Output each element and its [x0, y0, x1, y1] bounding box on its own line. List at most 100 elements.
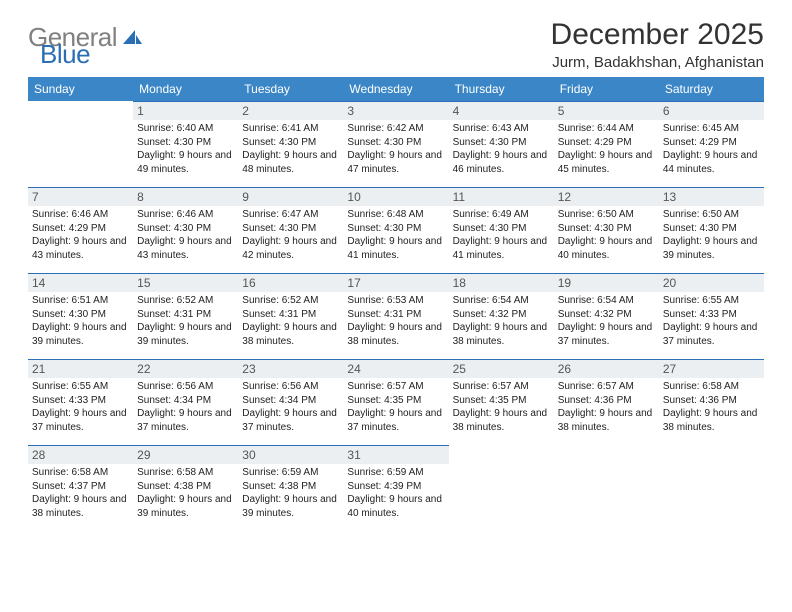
- calendar-cell: 23Sunrise: 6:56 AMSunset: 4:34 PMDayligh…: [238, 359, 343, 445]
- daylight-line: Daylight: 9 hours and 37 minutes.: [137, 407, 234, 434]
- calendar-cell: 7Sunrise: 6:46 AMSunset: 4:29 PMDaylight…: [28, 187, 133, 273]
- sunrise-line: Sunrise: 6:58 AM: [663, 380, 760, 394]
- day-details: Sunrise: 6:46 AMSunset: 4:29 PMDaylight:…: [28, 208, 133, 266]
- sunrise-line: Sunrise: 6:57 AM: [453, 380, 550, 394]
- sunrise-line: Sunrise: 6:46 AM: [32, 208, 129, 222]
- daylight-line: Daylight: 9 hours and 38 minutes.: [453, 407, 550, 434]
- day-details: Sunrise: 6:42 AMSunset: 4:30 PMDaylight:…: [343, 122, 448, 180]
- day-details: Sunrise: 6:59 AMSunset: 4:39 PMDaylight:…: [343, 466, 448, 524]
- calendar-cell: 3Sunrise: 6:42 AMSunset: 4:30 PMDaylight…: [343, 101, 448, 187]
- calendar-header-row: SundayMondayTuesdayWednesdayThursdayFrid…: [28, 77, 764, 101]
- day-number: 5: [554, 101, 659, 120]
- daylight-line: Daylight: 9 hours and 43 minutes.: [32, 235, 129, 262]
- daylight-line: Daylight: 9 hours and 39 minutes.: [242, 493, 339, 520]
- sunset-line: Sunset: 4:30 PM: [663, 222, 760, 236]
- sunset-line: Sunset: 4:39 PM: [347, 480, 444, 494]
- day-details: Sunrise: 6:59 AMSunset: 4:38 PMDaylight:…: [238, 466, 343, 524]
- logo-sail-icon: [121, 28, 143, 46]
- day-number: 22: [133, 359, 238, 378]
- daylight-line: Daylight: 9 hours and 48 minutes.: [242, 149, 339, 176]
- daylight-line: Daylight: 9 hours and 41 minutes.: [453, 235, 550, 262]
- daylight-line: Daylight: 9 hours and 49 minutes.: [137, 149, 234, 176]
- calendar-cell: 14 Sunrise: 6:51 AMSunset: 4:30 PMDayligh…: [28, 273, 133, 359]
- daylight-line: Daylight: 9 hours and 38 minutes.: [663, 407, 760, 434]
- day-number: 31: [343, 445, 448, 464]
- day-number: 15: [133, 273, 238, 292]
- calendar-cell: 27Sunrise: 6:58 AMSunset: 4:36 PMDayligh…: [659, 359, 764, 445]
- sunset-line: Sunset: 4:30 PM: [32, 308, 129, 322]
- calendar-cell: 15Sunrise: 6:52 AMSunset: 4:31 PMDayligh…: [133, 273, 238, 359]
- sunrise-line: Sunrise: 6:53 AM: [347, 294, 444, 308]
- sunrise-line: Sunrise: 6:47 AM: [242, 208, 339, 222]
- daylight-line: Daylight: 9 hours and 41 minutes.: [347, 235, 444, 262]
- sunset-line: Sunset: 4:30 PM: [242, 222, 339, 236]
- calendar-row: 28Sunrise: 6:58 AMSunset: 4:37 PMDayligh…: [28, 445, 764, 531]
- calendar-cell: 11Sunrise: 6:49 AMSunset: 4:30 PMDayligh…: [449, 187, 554, 273]
- day-details: Sunrise: 6:50 AMSunset: 4:30 PMDaylight:…: [659, 208, 764, 266]
- daylight-line: Daylight: 9 hours and 37 minutes.: [663, 321, 760, 348]
- sunrise-line: Sunrise: 6:57 AM: [347, 380, 444, 394]
- sunrise-line: Sunrise: 6:59 AM: [347, 466, 444, 480]
- daylight-line: Daylight: 9 hours and 37 minutes.: [558, 321, 655, 348]
- day-number: 14: [28, 273, 133, 292]
- calendar-cell-empty: [554, 445, 659, 531]
- sunrise-line: Sunrise: 6:42 AM: [347, 122, 444, 136]
- day-details: Sunrise: 6:40 AMSunset: 4:30 PMDaylight:…: [133, 122, 238, 180]
- sunset-line: Sunset: 4:31 PM: [347, 308, 444, 322]
- sunset-line: Sunset: 4:30 PM: [453, 222, 550, 236]
- day-details: Sunrise: 6:41 AMSunset: 4:30 PMDaylight:…: [238, 122, 343, 180]
- sunset-line: Sunset: 4:38 PM: [137, 480, 234, 494]
- sunset-line: Sunset: 4:38 PM: [242, 480, 339, 494]
- sunset-line: Sunset: 4:29 PM: [558, 136, 655, 150]
- calendar-cell-empty: [28, 101, 133, 187]
- day-details: Sunrise: 6:58 AMSunset: 4:38 PMDaylight:…: [133, 466, 238, 524]
- sunset-line: Sunset: 4:30 PM: [453, 136, 550, 150]
- calendar-cell: 26Sunrise: 6:57 AMSunset: 4:36 PMDayligh…: [554, 359, 659, 445]
- day-details: Sunrise: 6:57 AMSunset: 4:36 PMDaylight:…: [554, 380, 659, 438]
- sunset-line: Sunset: 4:35 PM: [347, 394, 444, 408]
- calendar-cell: 4Sunrise: 6:43 AMSunset: 4:30 PMDaylight…: [449, 101, 554, 187]
- day-number: 18: [449, 273, 554, 292]
- sunrise-line: Sunrise: 6:56 AM: [242, 380, 339, 394]
- calendar-row: 21Sunrise: 6:55 AMSunset: 4:33 PMDayligh…: [28, 359, 764, 445]
- calendar-cell: 31 Sunrise: 6:59 AMSunset: 4:39 PMDayligh…: [343, 445, 448, 531]
- sunset-line: Sunset: 4:31 PM: [242, 308, 339, 322]
- daylight-line: Daylight: 9 hours and 38 minutes.: [558, 407, 655, 434]
- sunrise-line: Sunrise: 6:54 AM: [453, 294, 550, 308]
- calendar-cell: 8Sunrise: 6:46 AMSunset: 4:30 PMDaylight…: [133, 187, 238, 273]
- calendar-cell: 12Sunrise: 6:50 AMSunset: 4:30 PMDayligh…: [554, 187, 659, 273]
- calendar-cell: 20Sunrise: 6:55 AMSunset: 4:33 PMDayligh…: [659, 273, 764, 359]
- daylight-line: Daylight: 9 hours and 39 minutes.: [137, 321, 234, 348]
- day-number: 10: [343, 187, 448, 206]
- daylight-line: Daylight: 9 hours and 39 minutes.: [32, 321, 129, 348]
- calendar-cell: 29Sunrise: 6:58 AMSunset: 4:38 PMDayligh…: [133, 445, 238, 531]
- day-details: Sunrise: 6:45 AMSunset: 4:29 PMDaylight:…: [659, 122, 764, 180]
- calendar-cell: 5Sunrise: 6:44 AMSunset: 4:29 PMDaylight…: [554, 101, 659, 187]
- day-number: 12: [554, 187, 659, 206]
- day-details: Sunrise: 6:56 AMSunset: 4:34 PMDaylight:…: [238, 380, 343, 438]
- day-details: Sunrise: 6:48 AMSunset: 4:30 PMDaylight:…: [343, 208, 448, 266]
- sunrise-line: Sunrise: 6:41 AM: [242, 122, 339, 136]
- sunset-line: Sunset: 4:37 PM: [32, 480, 129, 494]
- sunrise-line: Sunrise: 6:52 AM: [242, 294, 339, 308]
- calendar-row: 14Sunrise: 6:51 AMSunset: 4:30 PMDayligh…: [28, 273, 764, 359]
- sunrise-line: Sunrise: 6:50 AM: [558, 208, 655, 222]
- day-number: 27: [659, 359, 764, 378]
- daylight-line: Daylight: 9 hours and 37 minutes.: [347, 407, 444, 434]
- page-root: General December 2025 Jurm, Badakhshan, …: [0, 0, 792, 549]
- daylight-line: Daylight: 9 hours and 42 minutes.: [242, 235, 339, 262]
- logo-text-blue: Blue: [40, 39, 90, 70]
- day-details: Sunrise: 6:53 AMSunset: 4:31 PMDaylight:…: [343, 294, 448, 352]
- day-number: 9: [238, 187, 343, 206]
- weekday-header: Monday: [133, 77, 238, 101]
- page-title: December 2025: [551, 18, 764, 52]
- calendar-cell: 19Sunrise: 6:54 AMSunset: 4:32 PMDayligh…: [554, 273, 659, 359]
- sunset-line: Sunset: 4:34 PM: [137, 394, 234, 408]
- calendar-row: 1Sunrise: 6:40 AMSunset: 4:30 PMDaylight…: [28, 101, 764, 187]
- calendar-table: SundayMondayTuesdayWednesdayThursdayFrid…: [28, 77, 764, 531]
- sunrise-line: Sunrise: 6:51 AM: [32, 294, 129, 308]
- daylight-line: Daylight: 9 hours and 37 minutes.: [242, 407, 339, 434]
- sunset-line: Sunset: 4:30 PM: [347, 136, 444, 150]
- calendar-cell: 30Sunrise: 6:59 AMSunset: 4:38 PMDayligh…: [238, 445, 343, 531]
- calendar-row: 7Sunrise: 6:46 AMSunset: 4:29 PMDaylight…: [28, 187, 764, 273]
